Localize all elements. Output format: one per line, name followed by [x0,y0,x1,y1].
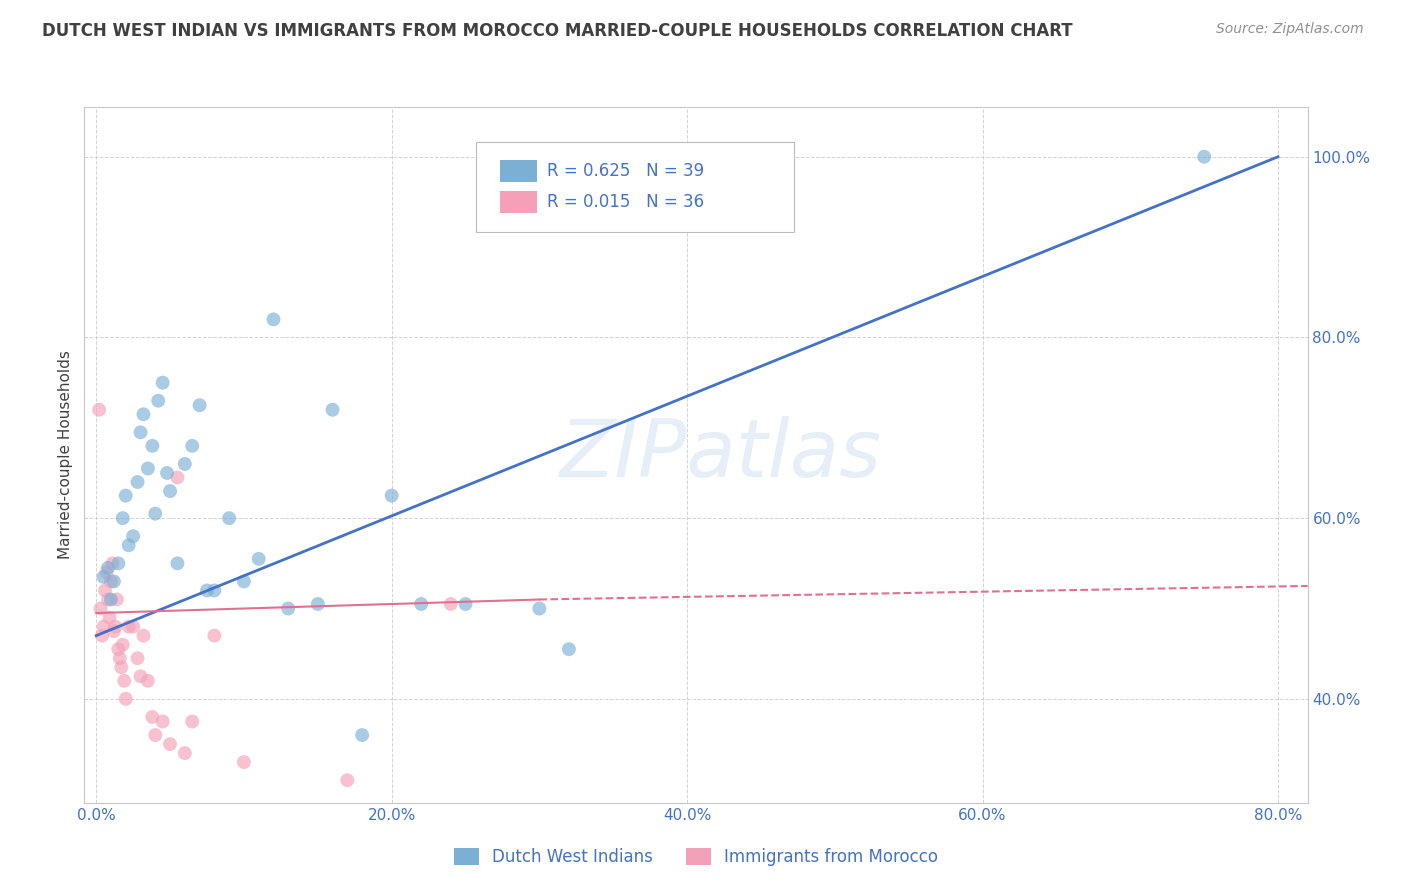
Point [108,651,131,665]
Point [143,728,166,742]
Point [132,629,155,643]
Point [188,398,211,412]
Point [558,642,581,657]
Point [107,557,129,571]
Point [173,746,195,760]
Point [143,507,166,521]
Point [93,570,115,584]
Point [218,511,240,525]
Point [148,393,170,408]
Point [100,574,122,589]
Text: ZIPatlas: ZIPatlas [560,416,882,494]
Text: R = 0.015   N = 36: R = 0.015 N = 36 [547,193,704,211]
Point [136,673,159,688]
Point [112,673,135,688]
Point [141,710,163,724]
Point [232,574,254,589]
Point [97,592,120,607]
Point [114,489,136,503]
Point [173,457,195,471]
Point [93,619,115,633]
Point [129,669,152,683]
Point [322,402,344,417]
Point [262,312,284,326]
Point [127,651,149,665]
Point [101,557,124,571]
Legend: Dutch West Indians, Immigrants from Morocco: Dutch West Indians, Immigrants from Moro… [446,839,946,874]
Point [232,755,254,769]
Point [103,624,125,639]
Point [352,728,374,742]
Point [411,597,433,611]
Point [114,692,136,706]
Point [98,610,121,624]
Point [127,475,149,489]
Point [136,461,159,475]
FancyBboxPatch shape [501,160,537,182]
Point [107,642,129,657]
Point [159,484,181,499]
Point [110,660,132,674]
Point [247,551,270,566]
Point [118,619,141,633]
Point [181,439,204,453]
Point [202,583,225,598]
Point [381,489,404,503]
Point [97,561,120,575]
Point [277,601,299,615]
FancyBboxPatch shape [475,142,794,232]
Text: DUTCH WEST INDIAN VS IMMIGRANTS FROM MOROCCO MARRIED-COUPLE HOUSEHOLDS CORRELATI: DUTCH WEST INDIAN VS IMMIGRANTS FROM MOR… [42,22,1073,40]
Point [195,583,218,598]
Point [159,737,181,751]
Point [100,592,122,607]
Point [96,566,118,580]
Point [202,629,225,643]
Point [111,511,134,525]
Point [336,773,359,788]
Point [529,601,551,615]
Point [122,529,145,543]
Text: Source: ZipAtlas.com: Source: ZipAtlas.com [1216,22,1364,37]
Point [118,538,141,552]
Point [104,619,127,633]
FancyBboxPatch shape [501,191,537,213]
Point [122,619,145,633]
Point [129,425,152,440]
Point [454,597,477,611]
Point [111,638,134,652]
Point [89,402,111,417]
Point [141,439,163,453]
Point [440,597,463,611]
Point [166,557,188,571]
Y-axis label: Married-couple Households: Married-couple Households [58,351,73,559]
Point [91,629,114,643]
Point [307,597,329,611]
Point [166,470,188,484]
Point [132,407,155,421]
Text: R = 0.625   N = 39: R = 0.625 N = 39 [547,162,704,180]
Point [152,714,174,729]
Point [1192,150,1215,164]
Point [94,583,117,598]
Point [156,466,179,480]
Point [152,376,174,390]
Point [105,592,128,607]
Point [103,574,125,589]
Point [90,601,112,615]
Point [181,714,204,729]
